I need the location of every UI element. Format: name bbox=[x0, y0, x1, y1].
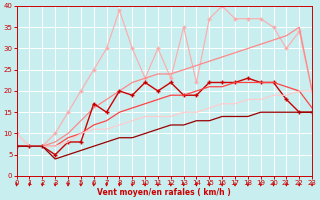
X-axis label: Vent moyen/en rafales ( km/h ): Vent moyen/en rafales ( km/h ) bbox=[98, 188, 231, 197]
